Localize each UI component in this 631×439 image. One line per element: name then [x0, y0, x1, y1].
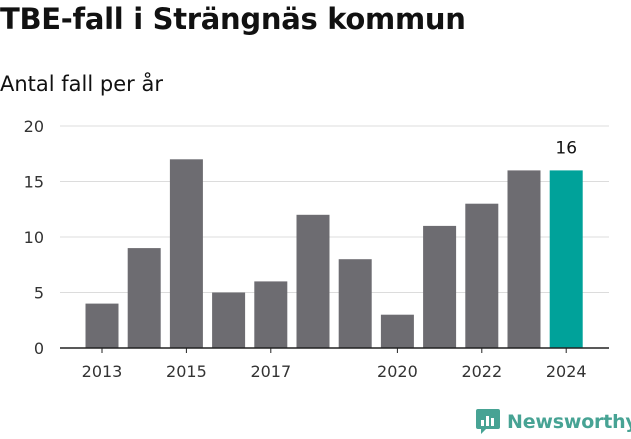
- bar-2023: [507, 170, 541, 348]
- y-tick-label: 10: [24, 228, 44, 247]
- x-tick-label: 2022: [461, 362, 502, 381]
- brand-name: Newsworthy: [507, 411, 631, 433]
- x-tick-label: 2020: [377, 362, 418, 381]
- y-tick-label: 0: [34, 339, 44, 358]
- brand-logo[interactable]: Newsworthy: [475, 406, 631, 438]
- bar-2013: [85, 303, 119, 348]
- chart-title: TBE-fall i Strängnäs kommun: [0, 2, 466, 36]
- bar-2017: [254, 281, 288, 348]
- x-tick-label: 2013: [82, 362, 123, 381]
- x-tick-label: 2017: [250, 362, 291, 381]
- newsworthy-logo-icon: [476, 409, 500, 434]
- y-tick-label: 20: [24, 117, 44, 136]
- x-tick-label: 2015: [166, 362, 207, 381]
- bar-2019: [338, 259, 372, 348]
- bar-2016: [212, 292, 246, 348]
- y-tick-label: 15: [24, 173, 44, 192]
- bar-2015: [169, 159, 203, 348]
- data-label: 16: [555, 138, 577, 158]
- bar-2021: [423, 225, 457, 348]
- bar-2014: [127, 248, 161, 348]
- x-tick-label: 2024: [546, 362, 587, 381]
- bar-2024: [549, 170, 583, 348]
- bar-chart: 0 5 10 15 20 2013 2015 2017 2020 2022 2024 16: [24, 117, 609, 381]
- bar-2020: [380, 314, 414, 348]
- chart-subtitle: Antal fall per år: [0, 72, 163, 96]
- y-tick-label: 5: [34, 284, 44, 303]
- bar-2022: [465, 203, 499, 348]
- bar-2018: [296, 214, 330, 348]
